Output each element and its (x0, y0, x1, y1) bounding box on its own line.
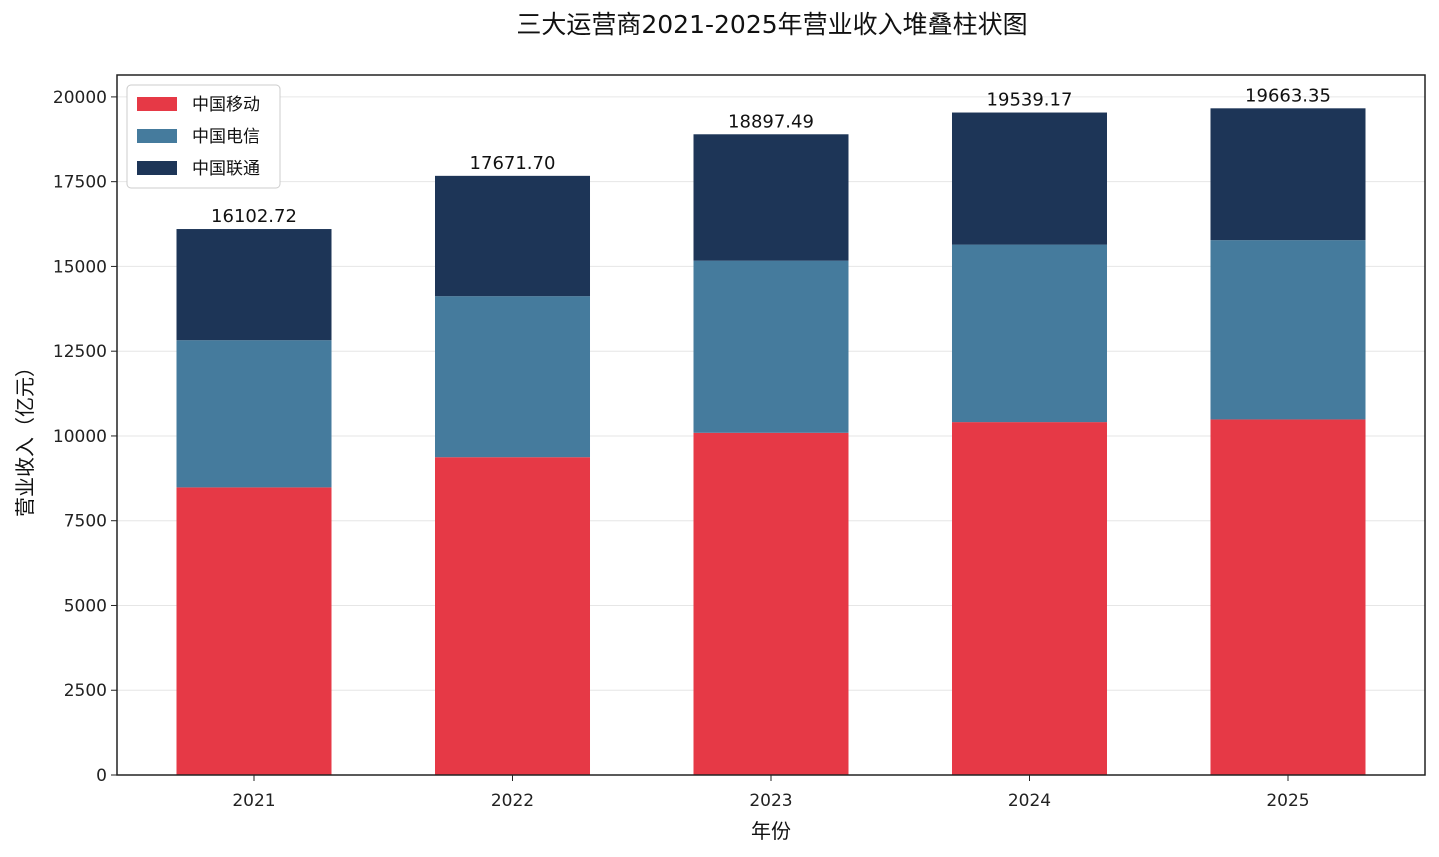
y-tick-label: 10000 (53, 427, 107, 447)
total-label: 18897.49 (728, 111, 814, 132)
bar-segment (951, 112, 1107, 245)
y-tick-label: 12500 (53, 342, 107, 362)
y-tick-label: 7500 (64, 512, 107, 532)
bar-segment (1210, 108, 1366, 241)
y-tick-label: 15000 (53, 257, 107, 277)
legend-label: 中国电信 (192, 127, 260, 147)
bar-segment (693, 134, 849, 261)
bar-segment (951, 244, 1107, 423)
bar-segment (176, 487, 332, 775)
y-axis-label: 营业收入（亿元） (13, 357, 37, 517)
y-tick-label: 17500 (53, 173, 107, 193)
y-tick-label: 5000 (64, 596, 107, 616)
total-label: 16102.72 (211, 206, 297, 227)
bar-segment (435, 457, 591, 775)
bar-segment (1210, 240, 1366, 420)
x-tick-label: 2023 (749, 791, 792, 811)
bar-segment (176, 229, 332, 341)
legend-label: 中国联通 (192, 159, 260, 179)
x-tick-label: 2022 (491, 791, 534, 811)
legend-label: 中国移动 (192, 95, 260, 115)
total-label: 17671.70 (470, 153, 556, 174)
chart-title: 三大运营商2021-2025年营业收入堆叠柱状图 (516, 10, 1027, 39)
x-tick-label: 2021 (232, 791, 275, 811)
x-tick-label: 2025 (1266, 791, 1309, 811)
y-tick-label: 2500 (64, 681, 107, 701)
bar-segment (176, 340, 332, 488)
legend-swatch (137, 129, 177, 143)
bar-segment (1210, 419, 1366, 775)
bar-segment (435, 175, 591, 297)
bar-segment (951, 422, 1107, 775)
y-tick-label: 0 (96, 766, 107, 786)
bar-segment (693, 260, 849, 433)
x-axis-label: 年份 (751, 819, 791, 843)
bar-segment (693, 432, 849, 775)
legend-swatch (137, 161, 177, 175)
total-label: 19663.35 (1245, 85, 1331, 106)
y-tick-label: 20000 (53, 88, 107, 108)
legend-swatch (137, 97, 177, 111)
bar-segment (435, 296, 591, 458)
x-tick-label: 2024 (1008, 791, 1051, 811)
total-label: 19539.17 (987, 90, 1073, 111)
